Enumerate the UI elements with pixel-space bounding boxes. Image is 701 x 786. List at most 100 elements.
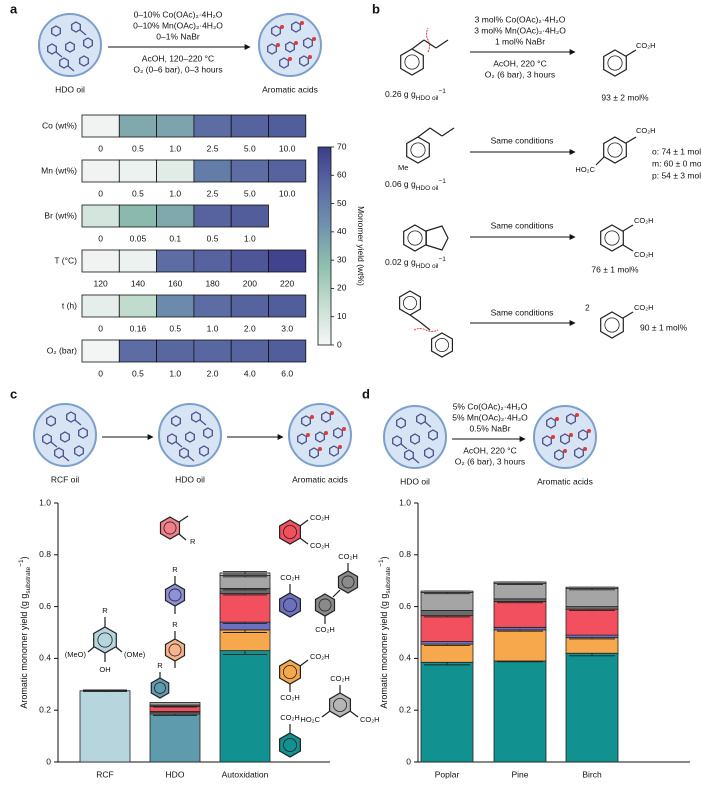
- acid-dot: [342, 427, 346, 431]
- bar-segment: [565, 608, 619, 636]
- mini-ring: [297, 433, 307, 445]
- heat-cell: [230, 249, 269, 273]
- label: Aromatic acids: [262, 84, 318, 94]
- mini-ring: [566, 413, 576, 425]
- label: 5.0: [244, 188, 256, 198]
- chem-label: CO₂H: [338, 552, 358, 561]
- bar-segment: [219, 593, 271, 623]
- label-sup: −1: [18, 559, 25, 567]
- chem-label: CO₂H: [315, 625, 335, 634]
- mini-ring: [303, 37, 313, 49]
- mini-ring: [179, 447, 189, 459]
- label: 0: [98, 368, 103, 378]
- heat-cell: [156, 204, 195, 228]
- bar-segment: [149, 702, 201, 706]
- label: O₂ (6 bar), 3 hours: [455, 456, 525, 466]
- bar-segment: [493, 582, 547, 600]
- label: 2.5: [207, 143, 219, 153]
- label: 0.5: [132, 143, 144, 153]
- aromatic-circle: [607, 55, 623, 71]
- chem-label: CO₂H: [280, 693, 300, 702]
- bar-segment: [565, 637, 619, 654]
- bond: [625, 49, 637, 57]
- oil-circle: [33, 403, 97, 467]
- heat-cell: [193, 339, 232, 363]
- yield: p: 54 ± 3 mol%: [652, 170, 701, 180]
- label: O₂ (0–6 bar), 0–3 hours: [133, 64, 222, 74]
- heat-cell: [268, 249, 307, 273]
- label: Autoxidation: [222, 769, 269, 779]
- benzene-ring: [164, 583, 186, 607]
- label: 1 mol% NaBr: [495, 36, 545, 46]
- bond: [622, 224, 634, 232]
- y-tick-label: 0: [406, 756, 411, 766]
- bond: [411, 39, 425, 50]
- colorbar-tick-label: 0: [337, 339, 342, 349]
- label: Same conditions: [491, 307, 554, 317]
- bar-segment: [493, 601, 547, 628]
- chem-label: (OMe): [124, 650, 146, 659]
- label: 2.0: [207, 368, 219, 378]
- bar-segment: [420, 591, 474, 611]
- mini-ring: [78, 427, 88, 439]
- mini-ring: [74, 445, 84, 457]
- label: 0–1% NaBr: [156, 31, 200, 41]
- label-part: Aromatic monomer yield (g g: [19, 594, 29, 709]
- label: HDO oil: [175, 474, 205, 484]
- heat-cell: [81, 294, 120, 318]
- aromatic-circle: [604, 317, 620, 333]
- y-tick-label: 1.0: [399, 497, 411, 507]
- bar-segment: [420, 590, 474, 593]
- mini-ring: [299, 55, 309, 67]
- chem-label: CO₂H: [280, 713, 300, 722]
- cleave-mark: [426, 27, 430, 53]
- panel-letter: d: [362, 386, 370, 401]
- mini-ring: [416, 413, 426, 425]
- chem-label: CO₂H: [310, 513, 330, 522]
- bar-segment: [420, 643, 474, 663]
- heat-cell: [193, 294, 232, 318]
- label: AcOH, 220 °C: [493, 58, 546, 68]
- label: 0: [98, 323, 103, 333]
- mini-ring: [333, 427, 343, 439]
- label-part: 0.06 g g: [385, 179, 416, 189]
- heat-cell: [193, 249, 232, 273]
- bond: [622, 244, 634, 252]
- bond: [349, 710, 359, 718]
- oil-circle: [258, 13, 322, 77]
- label-sup: −1: [439, 256, 447, 263]
- chem-label: CO₂H: [634, 216, 654, 225]
- bond: [178, 515, 189, 523]
- label: 1.0: [169, 188, 181, 198]
- bar-segment: [493, 581, 547, 584]
- label-sub: substrate: [25, 566, 32, 593]
- heat-cell: [268, 339, 307, 363]
- heat-cell: [156, 249, 195, 273]
- label: 76 ± 1 mol%: [591, 264, 639, 274]
- heat-cell: [81, 249, 120, 273]
- label: 0: [98, 233, 103, 243]
- acid-dot: [318, 447, 322, 451]
- chem-label: CO₂H: [360, 715, 380, 724]
- aromatic-circle: [607, 142, 623, 158]
- oil-circle: [288, 403, 352, 467]
- benzene-ring: [279, 519, 301, 545]
- acid-dot: [294, 41, 298, 45]
- bond: [412, 457, 420, 464]
- heat-cell: [268, 294, 307, 318]
- bond: [622, 311, 634, 319]
- bar-segment: [219, 575, 271, 589]
- colorbar-tick-label: 30: [337, 254, 347, 264]
- chem-label: CO₂H: [634, 250, 654, 259]
- benzene-ring: [93, 626, 117, 654]
- mini-ring: [279, 57, 289, 69]
- label-sup: −1: [439, 88, 447, 95]
- mini-ring: [54, 447, 64, 459]
- five-ring: [425, 225, 449, 251]
- mini-ring: [66, 411, 76, 423]
- mini-ring: [546, 417, 556, 429]
- chem-label: CO₂H: [330, 674, 350, 683]
- label: 220: [280, 278, 294, 288]
- label: 120: [94, 278, 108, 288]
- label-part: 0.26 g g: [385, 89, 416, 99]
